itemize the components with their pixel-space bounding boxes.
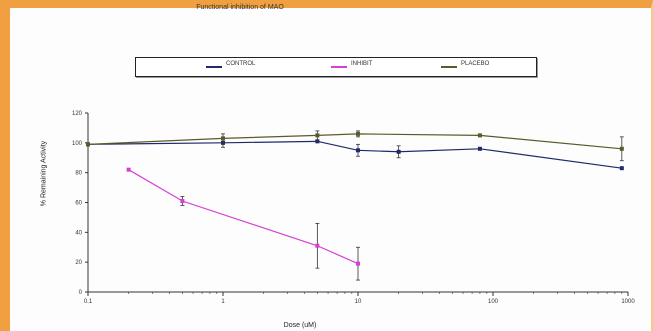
series-line-0 (87, 140, 622, 169)
data-point (126, 167, 131, 172)
x-tick-label: 100 (488, 299, 499, 305)
x-tick-label: 0.1 (84, 299, 93, 305)
legend-label-0: CONTROL (226, 61, 256, 67)
data-point (477, 146, 482, 151)
y-tick-label: 0 (79, 290, 83, 296)
data-point (315, 133, 320, 138)
data-point (315, 243, 320, 248)
data-point (86, 142, 90, 147)
series-line-1 (128, 169, 359, 265)
legend-label-2: PLACEBO (461, 61, 490, 67)
y-tick-label: 40 (75, 230, 82, 236)
x-tick-label: 10 (355, 299, 362, 305)
data-point (396, 149, 401, 154)
legend-swatch-2 (441, 66, 457, 68)
y-tick-label: 100 (72, 141, 83, 147)
x-tick-label: 1000 (621, 299, 635, 305)
series-line-2 (87, 133, 622, 150)
legend-label-1: INHIBIT (351, 61, 373, 67)
y-tick-label: 80 (75, 171, 82, 177)
data-point (356, 131, 360, 136)
data-point (477, 133, 482, 138)
y-tick-label: 60 (75, 201, 82, 207)
data-point (356, 261, 360, 266)
legend-swatch-1 (331, 66, 347, 68)
y-tick-label: 20 (75, 260, 82, 266)
data-point (356, 148, 360, 153)
chart-title: Functional inhibition of MAO (196, 4, 284, 11)
x-tick-label: 1 (221, 299, 225, 305)
legend-swatch-0 (206, 66, 222, 68)
chart-legend: CONTROL INHIBIT PLACEBO (135, 57, 537, 77)
data-point (619, 166, 624, 171)
data-point (619, 146, 624, 151)
y-tick-label: 120 (72, 111, 83, 117)
x-axis-label: Dose (uM) (283, 322, 317, 329)
data-point (221, 136, 225, 141)
data-point (315, 139, 320, 144)
data-point (180, 199, 185, 204)
